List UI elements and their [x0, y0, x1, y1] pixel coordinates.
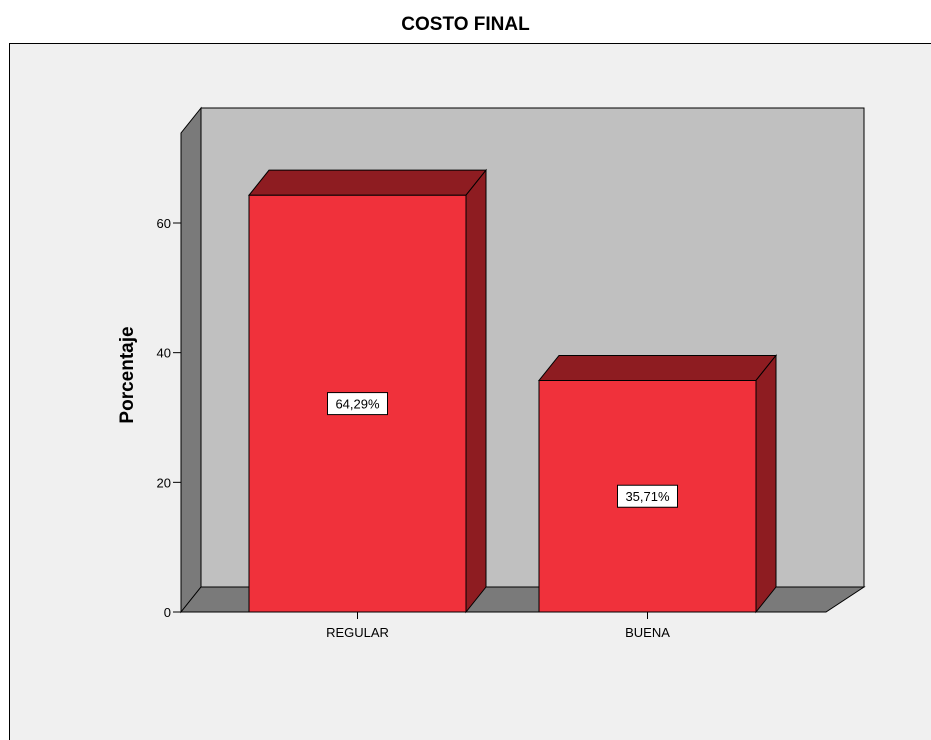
side-wall — [180, 106, 202, 614]
bar-side-buena — [755, 354, 777, 614]
bar-top-buena — [537, 354, 778, 381]
x-tick-label: REGULAR — [326, 625, 389, 640]
chart-title: COSTO FINAL — [401, 14, 530, 35]
data-label-box — [327, 392, 388, 416]
bar-top-regular — [247, 169, 488, 196]
y-tick-label: 40 — [157, 346, 171, 361]
x-tick-label: BUENA — [625, 625, 670, 640]
data-label: 64,29% — [335, 397, 380, 412]
y-axis: 0 20 40 60 — [157, 216, 181, 620]
y-tick-label: 20 — [157, 475, 171, 490]
y-axis-label: Porcentaje — [117, 326, 138, 423]
data-label-box — [617, 484, 678, 508]
y-tick-label: 0 — [164, 605, 171, 620]
bar-side-regular — [465, 168, 487, 614]
labels-group: 64,29% REGULAR 35,71% BUENA — [326, 392, 678, 640]
y-tick-label: 60 — [157, 216, 171, 231]
data-label: 35,71% — [625, 489, 670, 504]
